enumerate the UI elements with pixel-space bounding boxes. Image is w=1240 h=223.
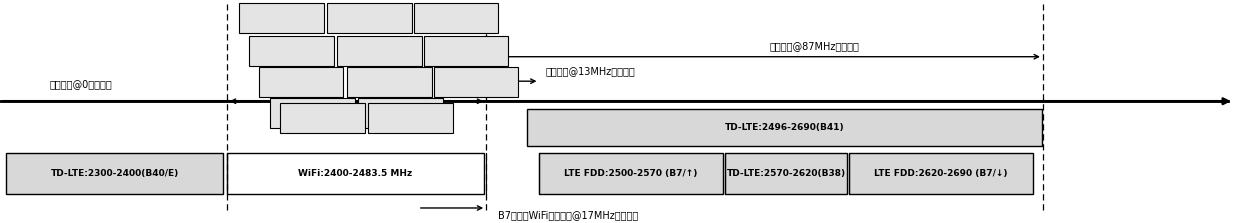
Text: 双向干扰@13MHz保护间隔: 双向干扰@13MHz保护间隔 xyxy=(546,66,635,76)
Text: 2431-2453: 2431-2453 xyxy=(361,54,398,60)
Text: LTE FDD:2620-2690 (B7/↓): LTE FDD:2620-2690 (B7/↓) xyxy=(874,169,1008,178)
Text: 2421-2443: 2421-2443 xyxy=(304,122,341,128)
Text: 双向干扰@0保护间隔: 双向干扰@0保护间隔 xyxy=(50,79,113,89)
Text: CH9:: CH9: xyxy=(391,103,410,112)
Bar xyxy=(527,109,1042,146)
Text: 2401-2423: 2401-2423 xyxy=(263,22,300,28)
Text: CH2:: CH2: xyxy=(281,41,301,50)
Bar xyxy=(424,36,508,66)
Text: CH1:: CH1: xyxy=(272,8,291,17)
Text: CH12:: CH12: xyxy=(454,41,479,50)
Text: CH7:: CH7: xyxy=(370,41,389,50)
Text: 2456-2478: 2456-2478 xyxy=(448,54,485,60)
Text: 2406-2428: 2406-2428 xyxy=(273,54,310,60)
Bar xyxy=(358,98,443,128)
Text: WiFi:2400-2483.5 MHz: WiFi:2400-2483.5 MHz xyxy=(298,169,413,178)
Text: TD-LTE:2496-2690(B41): TD-LTE:2496-2690(B41) xyxy=(724,123,844,132)
Text: CH4:: CH4: xyxy=(303,103,322,112)
Bar xyxy=(368,103,453,134)
Text: TD-LTE:2300-2400(B40/E): TD-LTE:2300-2400(B40/E) xyxy=(51,169,179,178)
Bar xyxy=(227,153,484,194)
Text: 2461-2483: 2461-2483 xyxy=(458,85,495,91)
Bar xyxy=(249,36,334,66)
Text: CH10:: CH10: xyxy=(398,109,423,118)
Bar xyxy=(414,3,498,33)
Text: 2436-2458: 2436-2458 xyxy=(371,85,408,91)
Text: 2411-2433: 2411-2433 xyxy=(283,85,320,91)
Text: CH10:: CH10: xyxy=(464,72,489,81)
Bar xyxy=(327,3,412,33)
Bar xyxy=(259,67,343,97)
Bar xyxy=(849,153,1033,194)
Bar xyxy=(239,3,324,33)
Text: 2431-2473: 2431-2473 xyxy=(438,22,475,28)
Text: TD-LTE:2570-2620(B38): TD-LTE:2570-2620(B38) xyxy=(727,169,846,178)
Text: 2441-2463: 2441-2463 xyxy=(382,116,419,122)
Text: CH5:: CH5: xyxy=(312,109,332,118)
Text: B7上行对WiFi下行干扰@17MHz保护间隔: B7上行对WiFi下行干扰@17MHz保护间隔 xyxy=(498,210,639,220)
Text: CH6:: CH6: xyxy=(360,8,379,17)
Text: CH3:: CH3: xyxy=(291,72,311,81)
Bar xyxy=(6,153,223,194)
Bar xyxy=(434,67,518,97)
Bar xyxy=(270,98,355,128)
Bar xyxy=(280,103,365,134)
Text: 双向干扰@87MHz保护间隔: 双向干扰@87MHz保护间隔 xyxy=(769,41,859,51)
Text: 2426-2448: 2426-2448 xyxy=(351,22,388,28)
Bar xyxy=(347,67,432,97)
Text: CH11:: CH11: xyxy=(444,8,469,17)
Bar xyxy=(337,36,422,66)
Text: 2446-2468: 2446-2468 xyxy=(392,122,429,128)
Bar xyxy=(539,153,723,194)
Text: CH8:: CH8: xyxy=(379,72,399,81)
Bar xyxy=(725,153,847,194)
Text: LTE FDD:2500-2570 (B7/↑): LTE FDD:2500-2570 (B7/↑) xyxy=(564,169,698,178)
Text: 2416-2438: 2416-2438 xyxy=(294,116,331,122)
